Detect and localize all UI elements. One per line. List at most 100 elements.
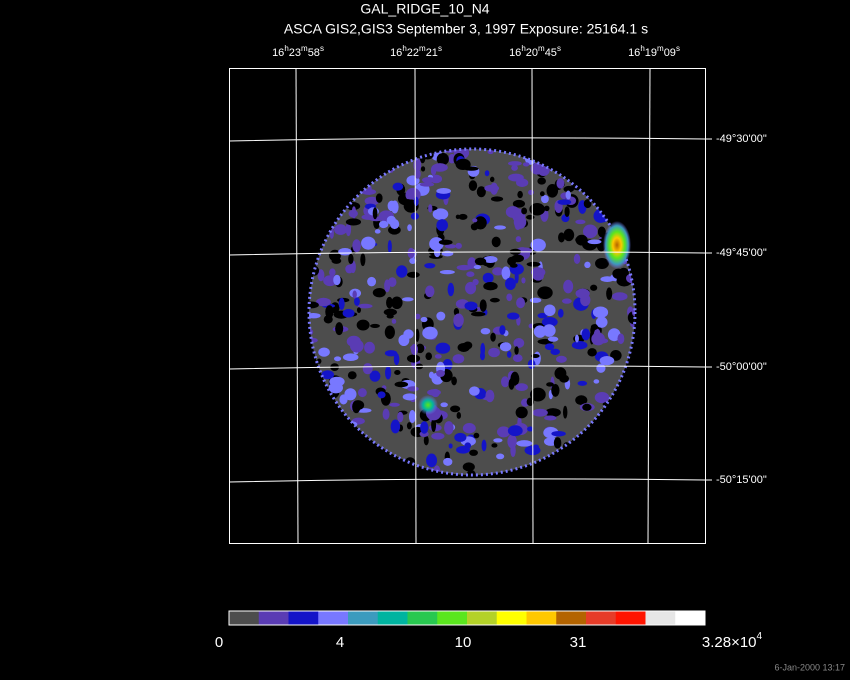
texture (562, 405, 568, 419)
texture (356, 319, 370, 331)
texture (543, 304, 556, 317)
ra-grid-line (295, 67, 299, 544)
colorbar-swatch (229, 611, 260, 625)
texture (541, 194, 549, 204)
texture (398, 198, 413, 204)
unit: m (538, 44, 545, 53)
ra-grid-line (414, 67, 417, 544)
texture (607, 328, 621, 342)
texture (328, 249, 341, 262)
unit: s (320, 44, 324, 53)
texture (328, 382, 343, 394)
texture (409, 257, 417, 265)
texture (516, 440, 533, 447)
texture (402, 393, 417, 401)
texture (444, 421, 454, 435)
texture (529, 297, 542, 303)
texture (505, 277, 516, 291)
texture (434, 354, 442, 359)
texture (414, 169, 421, 179)
texture (544, 415, 557, 421)
texture (507, 312, 520, 320)
texture (388, 277, 397, 287)
texture (515, 406, 528, 419)
texture (420, 166, 426, 172)
colorbar-swatch (467, 611, 498, 625)
texture (389, 402, 400, 407)
texture (474, 216, 487, 230)
texture (364, 196, 380, 206)
unit: m (419, 44, 426, 53)
texture (377, 391, 386, 399)
texture (499, 342, 512, 352)
texture (521, 277, 526, 284)
colorbar-label: 4 (336, 634, 344, 651)
texture (427, 389, 441, 396)
texture (444, 244, 457, 249)
unit: s (676, 44, 680, 53)
texture (474, 257, 487, 266)
texture (506, 351, 512, 358)
texture (513, 338, 525, 348)
texture (351, 206, 357, 219)
ra-grid-line (531, 67, 534, 544)
colorbar-swatch (645, 611, 676, 625)
unit: h (402, 44, 406, 53)
texture (526, 397, 535, 406)
texture (454, 432, 467, 442)
disk-edge (307, 147, 637, 477)
texture (507, 161, 522, 166)
texture (546, 382, 554, 387)
texture (342, 353, 359, 362)
texture (466, 469, 477, 475)
texture (406, 354, 421, 363)
texture (425, 285, 435, 298)
texture (484, 184, 500, 192)
texture (476, 186, 486, 198)
texture (344, 388, 357, 401)
colorbar-label: 31 (570, 634, 587, 651)
colorbar-swatch (615, 611, 646, 625)
texture (517, 190, 523, 199)
texture (559, 374, 570, 383)
texture (537, 286, 553, 300)
texture (309, 301, 319, 309)
texture (402, 297, 414, 302)
texture (439, 270, 455, 275)
texture (555, 355, 567, 363)
texture (456, 446, 471, 454)
texture (512, 199, 526, 208)
dec-label: -50°00'00" (716, 361, 767, 373)
number: 0 (215, 634, 223, 651)
colorbar-frame (228, 610, 706, 626)
texture (539, 191, 545, 197)
texture (422, 176, 436, 183)
texture (545, 408, 561, 417)
texture (542, 324, 556, 337)
dec-labels: -49°30'00" -49°45'00" -50°00'00" -50°15'00" (705, 133, 767, 486)
texture (575, 219, 586, 225)
number: 31 (570, 634, 587, 651)
dec-grid-line (228, 137, 706, 142)
timestamp: 6-Jan-2000 13:17 (774, 662, 845, 672)
texture (595, 316, 608, 328)
unit: h (521, 44, 525, 53)
texture (479, 351, 486, 361)
texture (561, 298, 572, 304)
texture (394, 369, 401, 376)
texture (493, 438, 503, 443)
texture (473, 265, 482, 270)
texture (356, 307, 361, 313)
number: 16 (628, 47, 640, 59)
texture (494, 225, 506, 230)
texture (527, 359, 536, 370)
number: 4 (336, 634, 344, 651)
texture (462, 423, 476, 434)
dec-label: -49°45'00" (716, 247, 767, 259)
ra-grid-line (647, 67, 651, 544)
texture (551, 383, 560, 397)
colorbar: 0 4 10 31 3.28×104 (215, 610, 763, 651)
subtitle: ASCA GIS2,GIS3 September 3, 1997 Exposur… (284, 21, 648, 37)
texture (457, 342, 470, 352)
texture (584, 261, 591, 269)
